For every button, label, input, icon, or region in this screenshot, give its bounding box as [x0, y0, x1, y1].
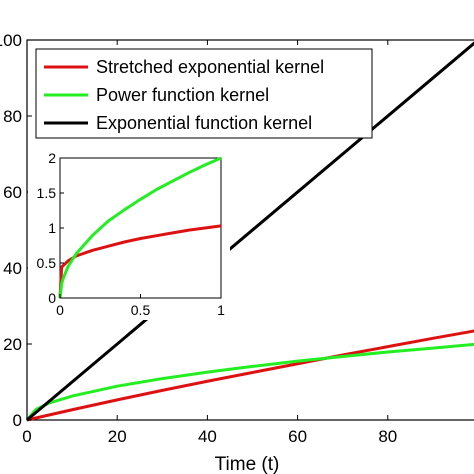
inset-y-tick-label: 1.5	[37, 185, 57, 201]
legend-box	[35, 48, 373, 139]
main-series-group	[25, 41, 474, 422]
inset-y-tick-label: 0	[48, 290, 56, 306]
y-tick-label: 40	[3, 259, 22, 278]
y-tick-label: 0	[13, 411, 22, 430]
inset-x-tick-label: 0.5	[131, 302, 151, 318]
legend: Stretched exponential kernel Power functi…	[35, 48, 373, 139]
x-tick-label: 0	[22, 427, 31, 446]
inset-y-tick-label: 0.5	[37, 255, 57, 271]
legend-label-0: Stretched exponential kernel	[96, 57, 324, 77]
legend-label-2: Exponential function kernel	[96, 113, 312, 133]
inset-y-tick-label: 1	[48, 220, 56, 236]
inset-axes	[28, 148, 230, 320]
inset-series-line-1	[58, 156, 222, 299]
inset-ticks-group: 0 0.5 1 0 0.5 1 1.5 2	[37, 150, 226, 318]
x-axis-label: Time (t)	[215, 454, 280, 474]
legend-label-1: Power function kernel	[96, 85, 269, 105]
inset-series-group	[58, 156, 222, 299]
x-tick-label: 40	[198, 427, 217, 446]
x-tick-label: 80	[378, 427, 397, 446]
y-tick-label: 80	[3, 107, 22, 126]
inset-y-tick-label: 2	[48, 150, 56, 166]
inset-x-tick-label: 0	[56, 302, 64, 318]
y-tick-label: 100	[0, 31, 22, 50]
inset-series-line-0	[58, 224, 222, 299]
x-tick-label: 60	[288, 427, 307, 446]
main-series-line-2	[26, 41, 474, 422]
x-tick-label: 20	[108, 427, 127, 446]
inset-x-tick-label: 1	[217, 302, 225, 318]
y-tick-label: 60	[3, 183, 22, 202]
y-tick-label: 20	[3, 335, 22, 354]
main-ticks-group: 020406080020406080100	[0, 31, 397, 446]
main-series-line-0	[26, 329, 474, 422]
